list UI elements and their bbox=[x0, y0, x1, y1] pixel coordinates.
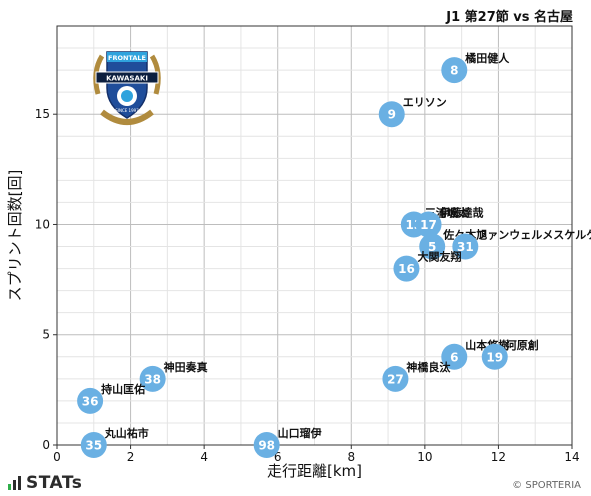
player-name-label: ファンウェルメスケルケン際 bbox=[476, 228, 591, 242]
player-number-label: 17 bbox=[420, 218, 437, 232]
brand-name: STATs bbox=[26, 473, 82, 493]
player-number-label: 16 bbox=[398, 262, 415, 276]
player-name-label: 大関友翔 bbox=[417, 250, 461, 264]
data-point: 27神橋良汰 bbox=[382, 360, 451, 392]
player-number-label: 9 bbox=[388, 108, 396, 122]
player-name-label: 丸山祐市 bbox=[104, 426, 149, 440]
data-point: 35丸山祐市 bbox=[81, 426, 149, 458]
player-name-label: 河原創 bbox=[506, 338, 539, 352]
emblem-sub-text: SINCE 1997 bbox=[115, 108, 139, 113]
player-name-label: 持山匡佑 bbox=[101, 382, 145, 396]
data-point: 98山口瑠伊 bbox=[254, 426, 322, 458]
y-tick-label: 0 bbox=[42, 438, 50, 452]
y-tick-label: 15 bbox=[35, 107, 50, 121]
brand-logo: STATs bbox=[8, 473, 82, 493]
player-number-label: 98 bbox=[258, 439, 275, 453]
y-axis-label: スプリント回数[回] bbox=[6, 170, 24, 302]
bar-chart-icon bbox=[8, 476, 21, 490]
player-number-label: 36 bbox=[82, 394, 99, 408]
player-number-label: 8 bbox=[450, 64, 458, 78]
x-tick-label: 10 bbox=[417, 450, 432, 464]
axis-ticks: 02468101214051015 bbox=[35, 107, 580, 464]
player-number-label: 38 bbox=[144, 372, 161, 386]
player-name-label: 伊藤達哉 bbox=[439, 205, 484, 219]
club-emblem: FRONTALE KAWASAKI SINCE 1997 bbox=[88, 42, 166, 130]
player-name-label: エリソン bbox=[403, 96, 447, 109]
player-name-label: 神橋良汰 bbox=[406, 360, 451, 374]
data-point: 16大関友翔 bbox=[393, 250, 461, 282]
player-number-label: 19 bbox=[486, 350, 503, 364]
copyright-notice: © SPORTERIA bbox=[512, 480, 581, 491]
data-point: 9 エリソン bbox=[379, 96, 447, 127]
x-tick-label: 2 bbox=[127, 450, 135, 464]
player-number-label: 35 bbox=[85, 439, 102, 453]
x-tick-label: 12 bbox=[491, 450, 506, 464]
y-tick-label: 10 bbox=[35, 217, 50, 231]
player-name-label: 橘田健人 bbox=[464, 51, 510, 65]
x-tick-label: 14 bbox=[564, 450, 579, 464]
player-name-label: 山口瑠伊 bbox=[278, 426, 322, 440]
player-name-label: 神田奏真 bbox=[164, 360, 208, 374]
x-axis-label: 走行距離[km] bbox=[267, 462, 362, 480]
player-number-label: 6 bbox=[450, 350, 458, 364]
x-tick-label: 0 bbox=[53, 450, 61, 464]
data-point: 38神田奏真 bbox=[140, 360, 208, 392]
emblem-top-text: FRONTALE bbox=[108, 54, 146, 62]
y-tick-label: 5 bbox=[42, 328, 50, 342]
data-point: 8 橘田健人 bbox=[441, 51, 510, 83]
x-tick-label: 4 bbox=[200, 450, 208, 464]
data-point: 36持山匡佑 bbox=[77, 382, 145, 414]
emblem-band-text: KAWASAKI bbox=[106, 75, 148, 83]
player-number-label: 27 bbox=[387, 372, 404, 386]
